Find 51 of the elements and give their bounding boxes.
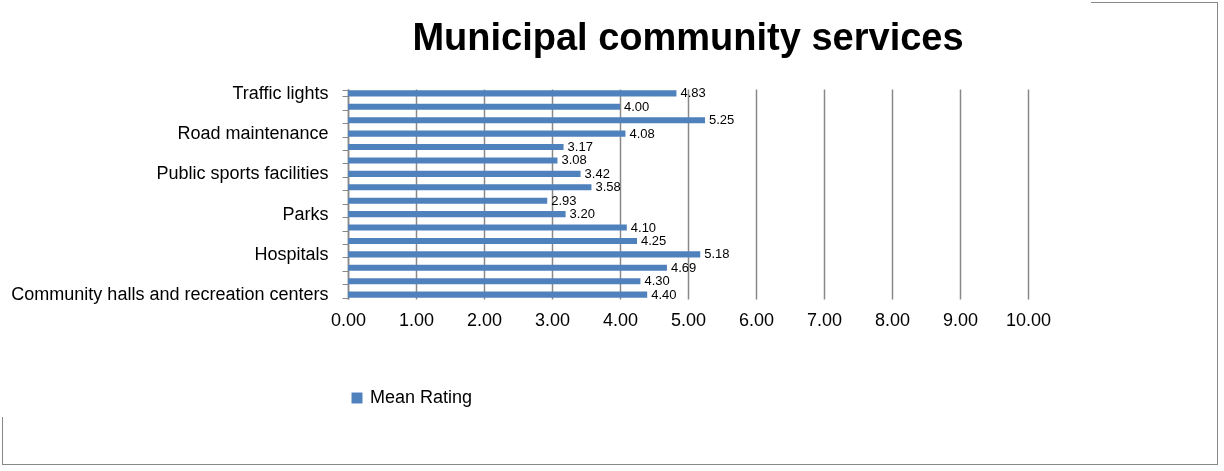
- bar: [348, 264, 667, 271]
- x-tick-label: 2.00: [466, 309, 503, 330]
- bar: [348, 157, 558, 164]
- bar: [348, 211, 566, 218]
- data-label: 4.08: [629, 125, 655, 141]
- bar: [348, 237, 637, 244]
- bar: [348, 251, 701, 258]
- x-tick-label: 1.00: [398, 309, 435, 330]
- x-tick-label: 6.00: [738, 309, 775, 330]
- data-label: 4.30: [644, 273, 670, 289]
- bar: [348, 90, 677, 97]
- y-tick-label: Hospitals: [254, 243, 329, 264]
- bar: [348, 184, 592, 191]
- bar: [348, 103, 620, 110]
- x-tick-label: 3.00: [534, 309, 571, 330]
- data-label: 4.10: [630, 219, 657, 235]
- bar: [348, 130, 626, 137]
- y-tick-label: Community halls and recreation centers: [11, 284, 329, 305]
- data-label: 3.58: [595, 179, 621, 195]
- x-tick-label: 7.00: [806, 309, 843, 330]
- y-tick-label: Parks: [282, 203, 329, 224]
- data-label: 5.18: [704, 246, 730, 262]
- bar: [348, 170, 581, 177]
- data-label: 4.00: [624, 98, 650, 114]
- bar: [348, 278, 641, 285]
- data-label: 3.42: [584, 165, 610, 181]
- chart-title: Municipal community services: [412, 16, 964, 58]
- y-tick-label: Public sports facilities: [156, 163, 329, 184]
- data-label: 4.69: [670, 259, 697, 275]
- x-tick-label: 4.00: [602, 309, 639, 330]
- data-label: 4.25: [641, 232, 667, 248]
- legend-label: Mean Rating: [370, 387, 473, 407]
- bar: [348, 224, 627, 231]
- bar: [348, 117, 705, 124]
- x-tick-label: 0.00: [330, 309, 367, 330]
- y-tick-label: Traffic lights: [232, 82, 329, 103]
- x-tick-label: 10.00: [1005, 309, 1052, 330]
- bar: [348, 291, 648, 298]
- data-label: 4.83: [680, 85, 706, 101]
- bar: [348, 197, 548, 204]
- data-label: 3.08: [561, 152, 587, 168]
- data-label: 3.17: [567, 139, 593, 155]
- x-tick-label: 8.00: [874, 309, 911, 330]
- data-label: 5.25: [709, 112, 735, 128]
- y-tick-label: Road maintenance: [177, 123, 329, 144]
- bar: [348, 144, 564, 151]
- data-label: 3.20: [569, 206, 595, 222]
- data-label: 4.40: [651, 286, 677, 302]
- x-tick-label: 5.00: [670, 309, 707, 330]
- data-label: 2.93: [551, 192, 577, 208]
- x-tick-label: 9.00: [942, 309, 979, 330]
